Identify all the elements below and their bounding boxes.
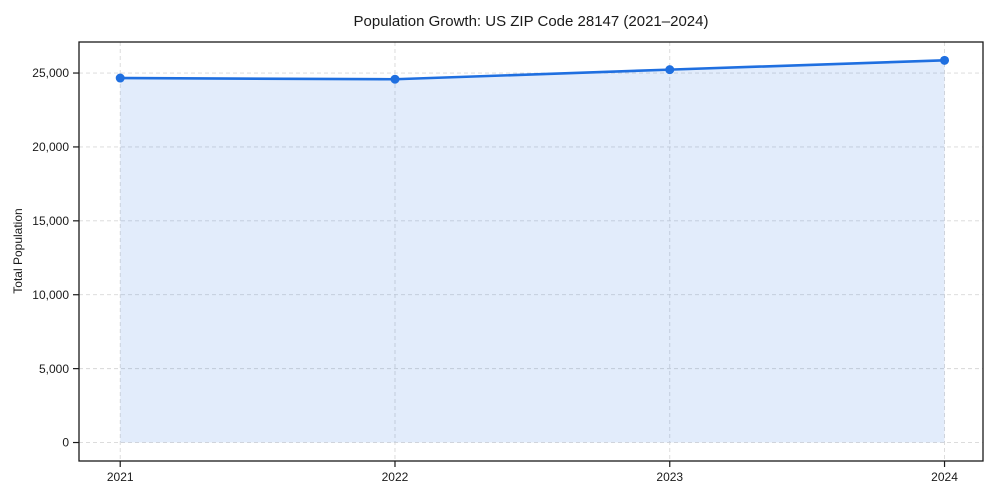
x-tick-label: 2024 <box>931 470 958 484</box>
y-tick-label: 20,000 <box>32 140 69 154</box>
y-tick-label: 25,000 <box>32 66 69 80</box>
plot-border <box>78 41 984 462</box>
x-tick-label: 2022 <box>382 470 409 484</box>
data-point-2023 <box>665 65 675 75</box>
chart-title: Population Growth: US ZIP Code 28147 (20… <box>353 13 709 30</box>
area-fill <box>120 60 945 443</box>
x-tick-label: 2021 <box>107 470 134 484</box>
y-tick-label: 0 <box>62 436 69 450</box>
y-tick-label: 10,000 <box>32 288 69 302</box>
y-tick-label: 15,000 <box>32 214 69 228</box>
data-point-2022 <box>390 74 400 84</box>
y-tick-label: 5,000 <box>39 362 69 376</box>
x-tick-label: 2023 <box>656 470 683 484</box>
trend-line <box>118 59 946 81</box>
data-point-2024 <box>940 55 950 65</box>
y-axis-label: Total Population <box>11 208 25 294</box>
data-point-2021 <box>115 73 125 83</box>
